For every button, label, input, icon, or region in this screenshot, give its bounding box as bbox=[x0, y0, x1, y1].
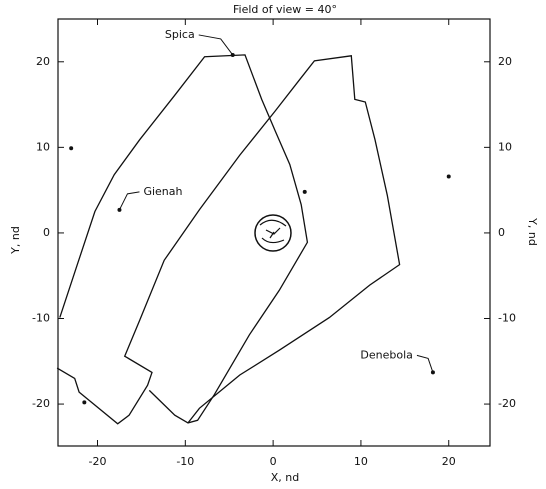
y-tick-label-right: 20 bbox=[498, 55, 512, 68]
y-tick-label: -10 bbox=[32, 311, 50, 324]
star bbox=[82, 400, 87, 405]
x-tick-label: -10 bbox=[176, 455, 194, 468]
x-tick-label: 10 bbox=[354, 455, 368, 468]
y-tick-label-right: 10 bbox=[498, 140, 512, 153]
x-tick-label: 0 bbox=[270, 455, 277, 468]
leader-line bbox=[198, 34, 234, 56]
star-label: Denebola bbox=[360, 348, 413, 361]
outline bbox=[59, 54, 309, 424]
y-tick-label: 10 bbox=[36, 140, 50, 153]
x-tick-label: -20 bbox=[89, 455, 107, 468]
x-axis-label: X, nd bbox=[271, 471, 299, 484]
y-tick-label: 0 bbox=[43, 226, 50, 239]
star-label: Gienah bbox=[143, 185, 182, 198]
y-tick-label-right: -10 bbox=[498, 311, 516, 324]
star-label: Spica bbox=[165, 28, 195, 41]
x-tick-label: 20 bbox=[442, 455, 456, 468]
y-tick-label-right: -20 bbox=[498, 397, 516, 410]
y-axis-label-right: Y, nd bbox=[526, 217, 539, 246]
leader-line bbox=[119, 191, 140, 211]
leader-line bbox=[416, 354, 434, 373]
star bbox=[69, 146, 74, 151]
outline bbox=[56, 55, 401, 425]
y-tick-label: 20 bbox=[36, 55, 50, 68]
y-tick-label-right: 0 bbox=[498, 226, 505, 239]
chart-title: Field of view = 40° bbox=[233, 3, 337, 16]
y-axis-label: Y, nd bbox=[9, 226, 22, 255]
star bbox=[302, 189, 307, 194]
planet-disk bbox=[254, 214, 292, 252]
star bbox=[446, 174, 451, 179]
y-tick-label: -20 bbox=[32, 397, 50, 410]
